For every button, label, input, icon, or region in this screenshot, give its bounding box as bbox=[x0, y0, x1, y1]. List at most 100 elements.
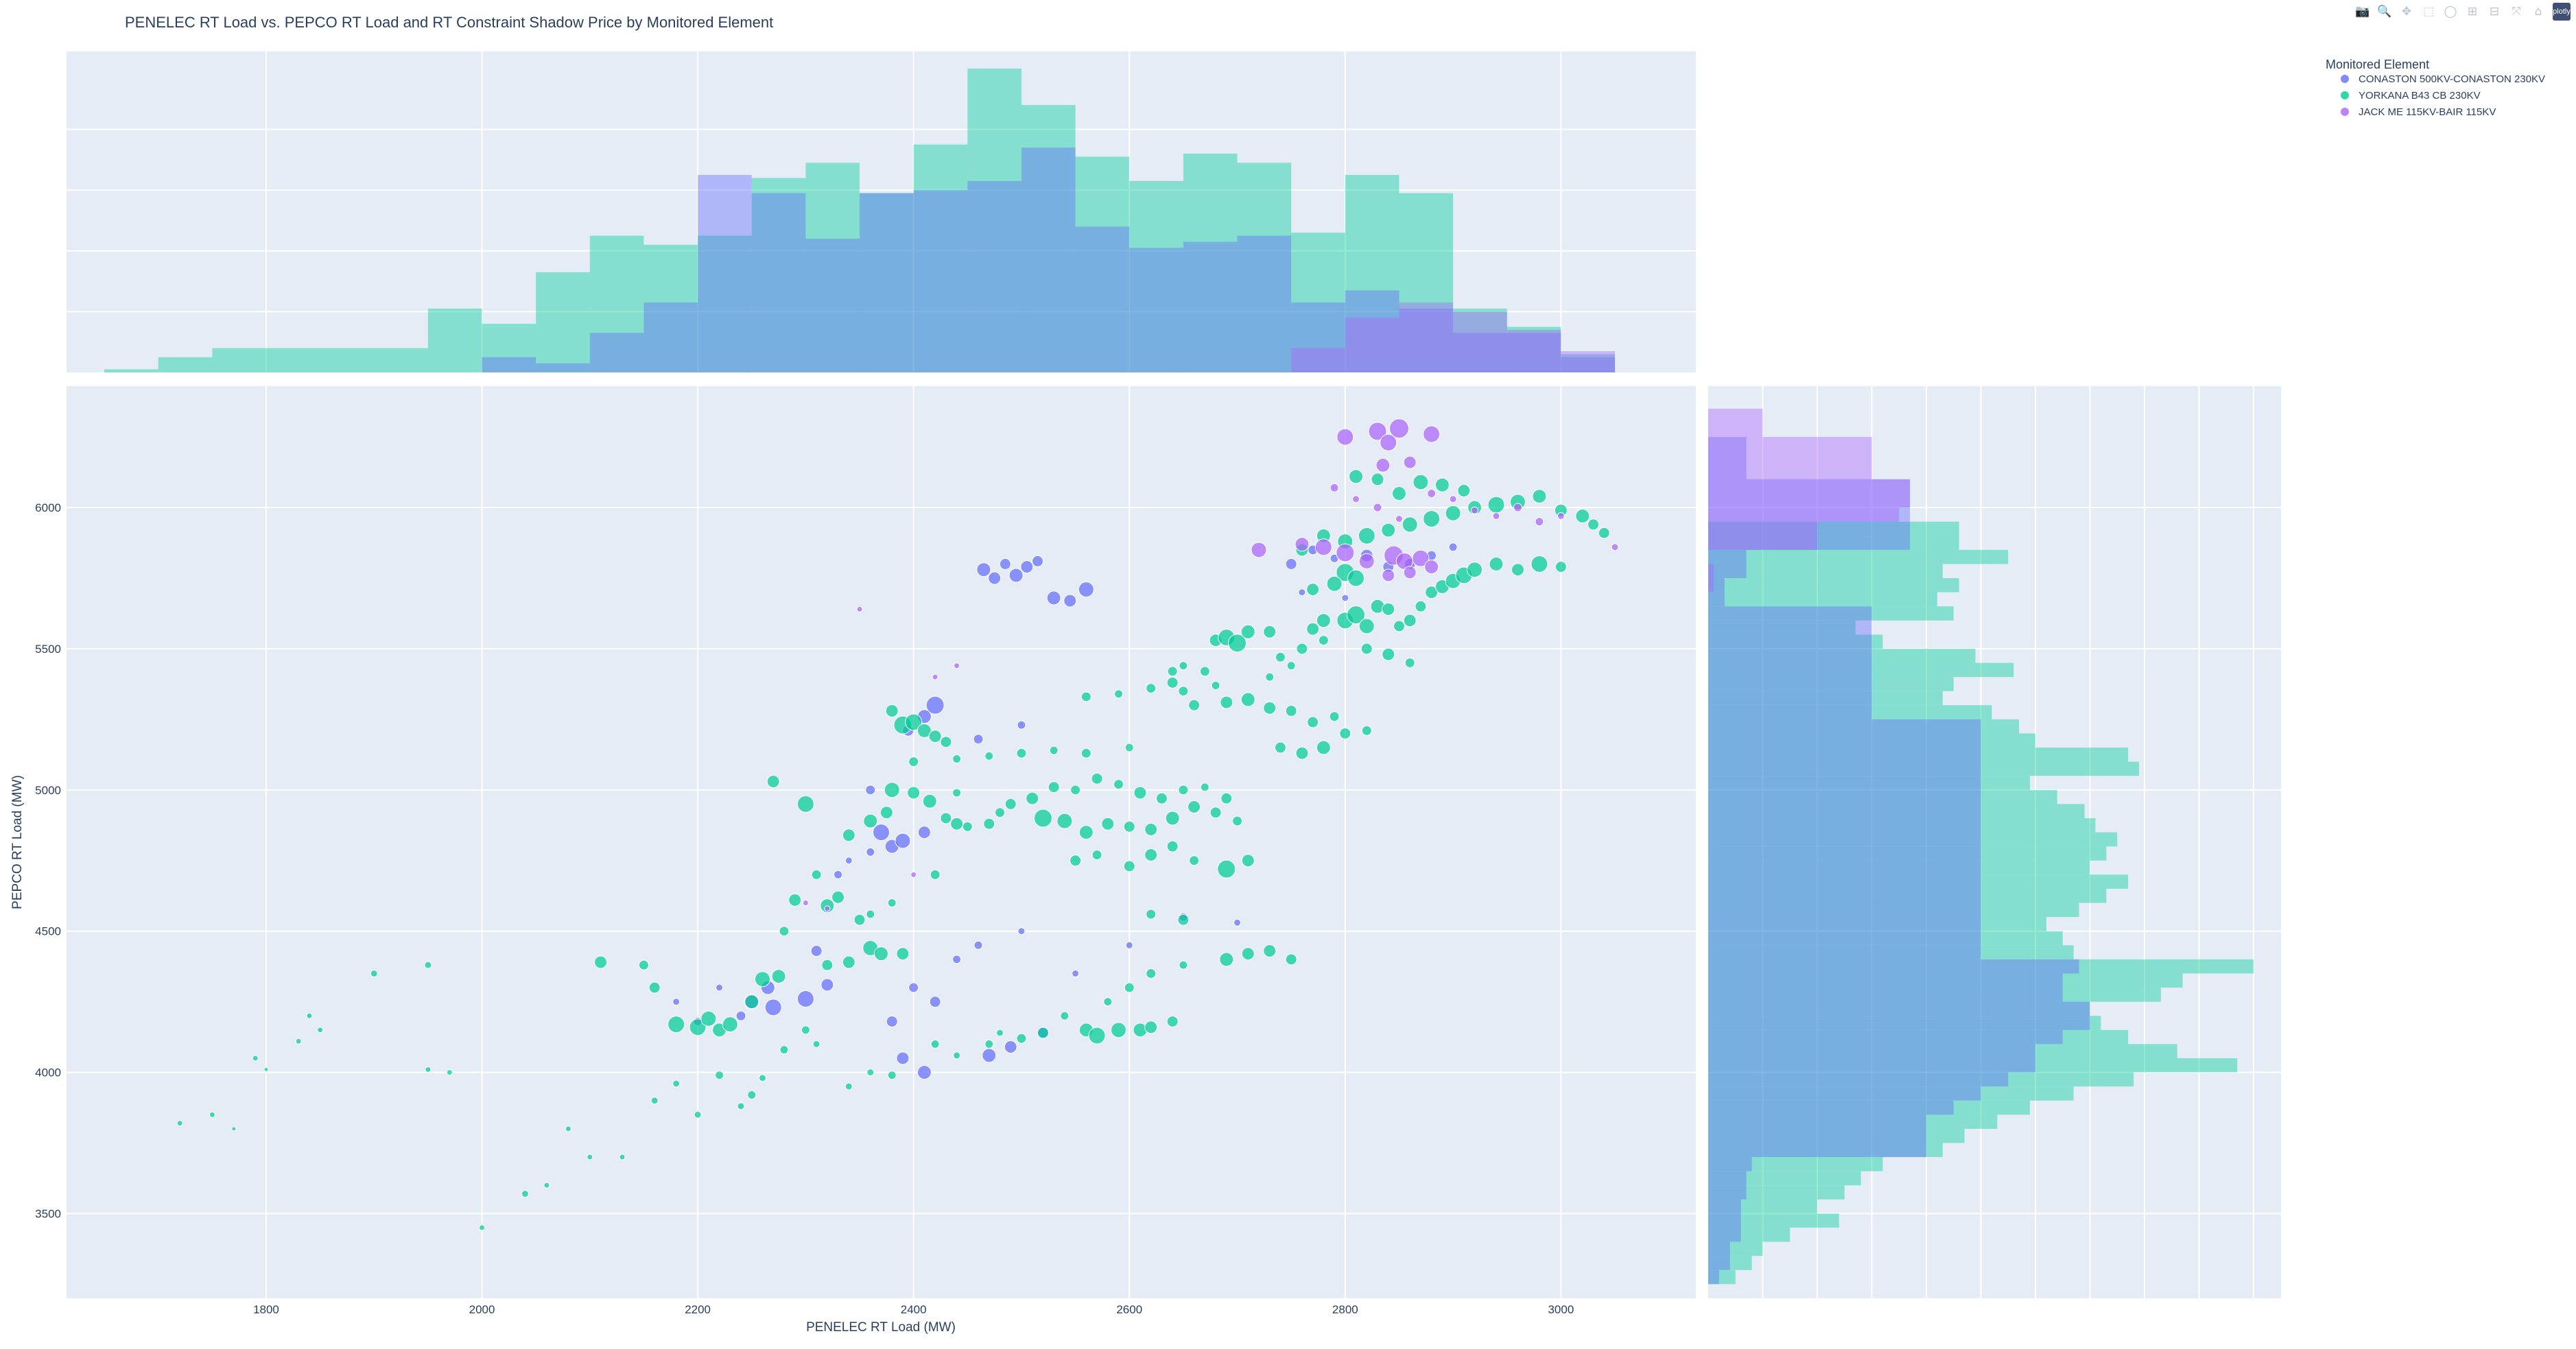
scatter-point[interactable] bbox=[263, 1066, 269, 1072]
scatter-point[interactable] bbox=[1016, 748, 1027, 759]
scatter-point[interactable] bbox=[1178, 686, 1189, 697]
right-hist-bar[interactable] bbox=[1708, 493, 1911, 508]
plotly-logo[interactable]: plotly bbox=[2553, 3, 2571, 21]
scatter-point[interactable] bbox=[1391, 486, 1406, 501]
scatter-point[interactable] bbox=[1166, 840, 1179, 852]
scatter-point[interactable] bbox=[879, 806, 893, 820]
right-hist-bar[interactable] bbox=[1708, 761, 2140, 776]
scatter-point[interactable] bbox=[1200, 783, 1209, 792]
right-hist-bar[interactable] bbox=[1708, 508, 1911, 522]
top-hist-bar[interactable] bbox=[482, 357, 536, 372]
top-hist-bar[interactable] bbox=[1129, 248, 1183, 372]
scatter-point[interactable] bbox=[1285, 705, 1297, 717]
scatter-point[interactable] bbox=[895, 833, 911, 849]
top-hist-bar[interactable] bbox=[913, 144, 968, 372]
scatter-point[interactable] bbox=[306, 1012, 313, 1019]
legend-item[interactable]: CONASTON 500KV-CONASTON 230KV bbox=[2341, 73, 2545, 85]
zoom-in-icon[interactable]: ⊞ bbox=[2467, 5, 2478, 19]
scatter-point[interactable] bbox=[1144, 822, 1158, 836]
scatter-point[interactable] bbox=[1557, 512, 1565, 520]
scatter-point[interactable] bbox=[885, 704, 899, 718]
top-hist-bar[interactable] bbox=[1561, 354, 1616, 372]
scatter-point[interactable] bbox=[1124, 982, 1135, 993]
right-hist-bar[interactable] bbox=[1708, 536, 1911, 550]
scatter-point[interactable] bbox=[1091, 772, 1103, 785]
scatter-point[interactable] bbox=[1382, 569, 1395, 582]
scatter-point[interactable] bbox=[766, 774, 780, 788]
top-hist-bar[interactable] bbox=[751, 178, 806, 372]
lasso-select-icon[interactable]: ◯ bbox=[2444, 5, 2457, 19]
scatter-point[interactable] bbox=[905, 713, 923, 731]
right-hist-bar[interactable] bbox=[1708, 1001, 2090, 1016]
scatter-point[interactable] bbox=[1133, 786, 1147, 800]
top-hist-bar[interactable] bbox=[536, 272, 590, 372]
scatter-point[interactable] bbox=[908, 756, 919, 767]
scatter-point[interactable] bbox=[1187, 800, 1201, 814]
scatter-point[interactable] bbox=[1220, 695, 1233, 709]
scatter-point[interactable] bbox=[1361, 725, 1372, 736]
scatter-point[interactable] bbox=[1347, 569, 1365, 587]
scatter-point[interactable] bbox=[1434, 477, 1450, 492]
scatter-point[interactable] bbox=[1026, 791, 1039, 805]
scatter-point[interactable] bbox=[887, 1071, 897, 1080]
right-hist-bar[interactable] bbox=[1708, 691, 1943, 706]
scatter-point[interactable] bbox=[796, 795, 814, 813]
right-hist-bar[interactable] bbox=[1708, 1128, 1965, 1143]
right-hist-bar[interactable] bbox=[1708, 1269, 1719, 1285]
scatter-point[interactable] bbox=[1032, 555, 1044, 567]
scatter-point[interactable] bbox=[1286, 661, 1296, 671]
right-hist-bar[interactable] bbox=[1708, 1228, 1741, 1242]
right-hist-bar[interactable] bbox=[1708, 761, 1981, 776]
scatter-point[interactable] bbox=[1448, 542, 1458, 552]
top-hist-bar[interactable] bbox=[860, 193, 914, 372]
scatter-point[interactable] bbox=[1341, 594, 1349, 602]
scatter-point[interactable] bbox=[1403, 614, 1417, 628]
right-hist-bar[interactable] bbox=[1708, 1016, 2101, 1030]
right-hist-bar[interactable] bbox=[1708, 465, 1747, 479]
scatter-point[interactable] bbox=[1415, 600, 1427, 612]
top-hist-bar[interactable] bbox=[1291, 348, 1345, 372]
scatter-point[interactable] bbox=[425, 1066, 432, 1073]
scatter-point[interactable] bbox=[788, 893, 802, 907]
top-hist-bar[interactable] bbox=[805, 163, 860, 372]
top-hist-bar[interactable] bbox=[1237, 163, 1292, 372]
scatter-point[interactable] bbox=[1232, 815, 1243, 826]
top-hist-bar[interactable] bbox=[967, 69, 1021, 372]
top-hist-bar[interactable] bbox=[913, 190, 968, 372]
right-hist-bar[interactable] bbox=[1708, 719, 2020, 734]
scatter-point[interactable] bbox=[1056, 813, 1073, 829]
scatter-point[interactable] bbox=[810, 945, 823, 957]
scatter-point[interactable] bbox=[744, 994, 759, 1010]
right-hist-bar[interactable] bbox=[1708, 1256, 1752, 1270]
right-hist-bar[interactable] bbox=[1708, 719, 1981, 734]
right-hist-bar[interactable] bbox=[1708, 846, 2107, 861]
right-hist-bar[interactable] bbox=[1708, 493, 1911, 508]
scatter-point[interactable] bbox=[1373, 503, 1382, 512]
right-hist-bar[interactable] bbox=[1708, 578, 1714, 593]
scatter-point[interactable] bbox=[930, 1039, 940, 1049]
scatter-point[interactable] bbox=[1263, 701, 1277, 715]
right-hist-bar[interactable] bbox=[1708, 479, 1911, 494]
scatter-point[interactable] bbox=[317, 1027, 324, 1034]
scatter-point[interactable] bbox=[1188, 699, 1201, 711]
right-hist-bar[interactable] bbox=[1708, 1143, 1943, 1158]
scatter-point[interactable] bbox=[1263, 625, 1277, 638]
scatter-point[interactable] bbox=[1123, 820, 1135, 833]
legend-items[interactable]: CONASTON 500KV-CONASTON 230KV YORKANA B43… bbox=[2341, 73, 2545, 118]
scatter-point[interactable] bbox=[896, 947, 910, 961]
scatter-point[interactable] bbox=[910, 871, 917, 878]
right-hist-bar[interactable] bbox=[1708, 818, 1981, 833]
scatter-point[interactable] bbox=[1146, 683, 1157, 694]
scatter-point[interactable] bbox=[638, 959, 649, 970]
right-hist-bar[interactable] bbox=[1708, 662, 1872, 678]
right-hist-bar[interactable] bbox=[1708, 776, 1981, 790]
scatter-point[interactable] bbox=[1467, 562, 1483, 578]
right-hist-bar[interactable] bbox=[1708, 536, 1959, 550]
top-hist-bar[interactable] bbox=[1345, 290, 1399, 372]
scatter-point[interactable] bbox=[952, 955, 962, 964]
scatter-point[interactable] bbox=[543, 1182, 550, 1189]
scatter-point[interactable] bbox=[863, 813, 878, 828]
top-hist-bar[interactable] bbox=[643, 244, 698, 372]
scatter-point[interactable] bbox=[1326, 575, 1343, 592]
scatter-point[interactable] bbox=[672, 1079, 681, 1088]
